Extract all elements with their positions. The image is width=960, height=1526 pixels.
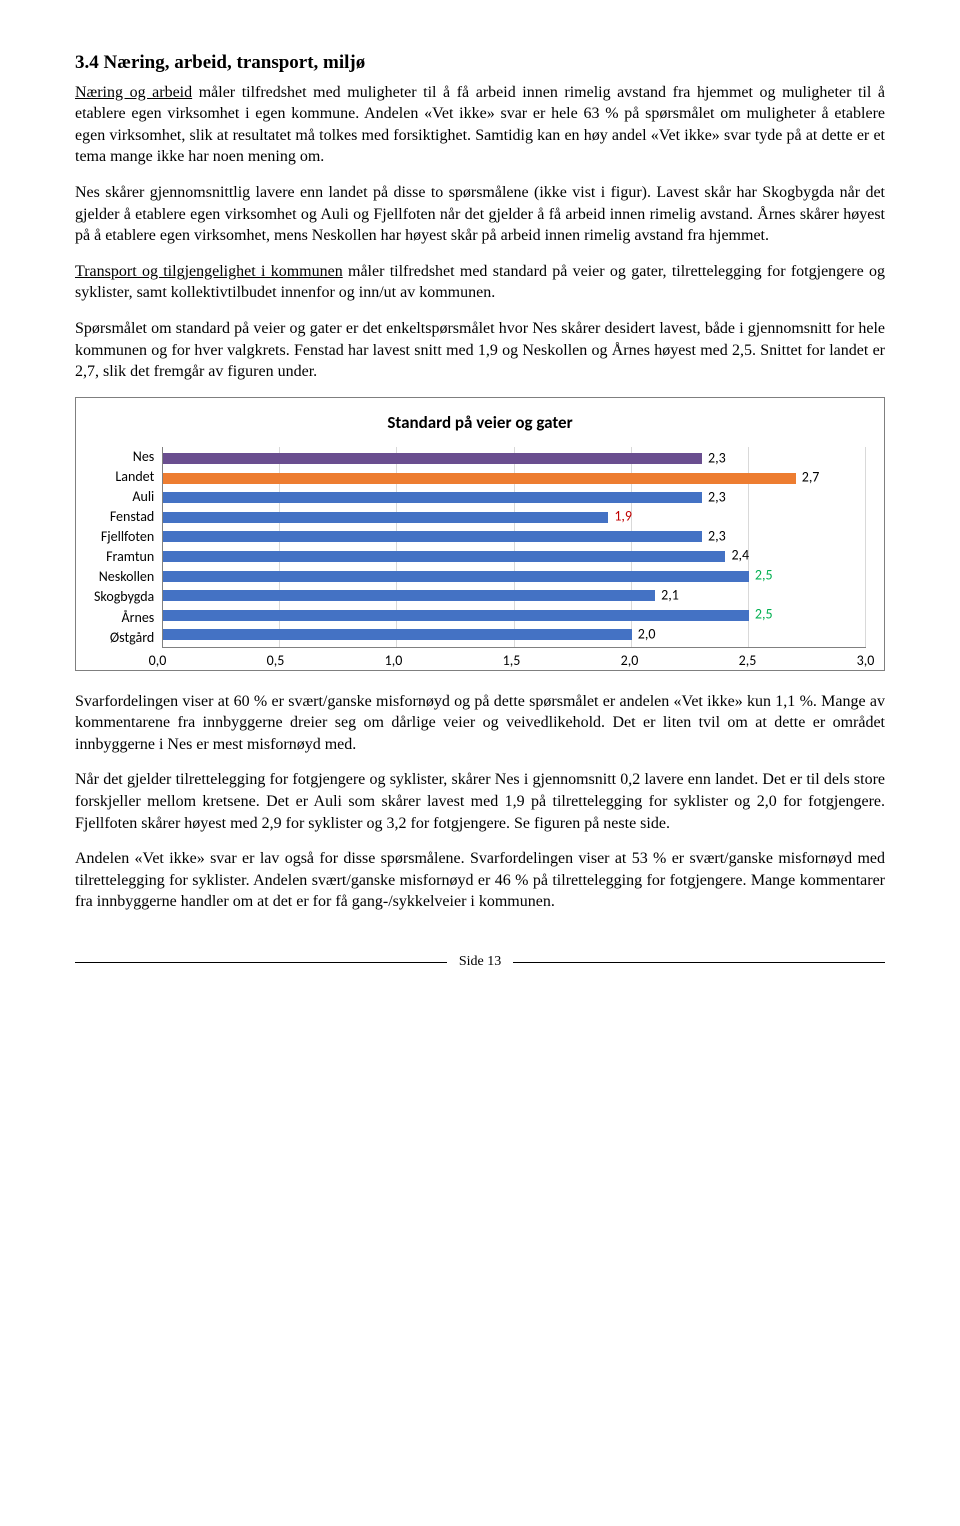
- chart-bar: 2,3: [163, 531, 702, 542]
- paragraph-1: Næring og arbeid måler tilfredshet med m…: [75, 82, 885, 168]
- chart-y-labels: NesLandetAuliFenstadFjellfotenFramtunNes…: [94, 447, 162, 648]
- chart-bar: 2,5: [163, 571, 749, 582]
- chart-bar-value: 2,3: [702, 527, 726, 546]
- chart-y-label: Årnes: [94, 608, 154, 628]
- chart-bar-row: 2,4: [163, 547, 866, 567]
- chart-bar: 2,0: [163, 629, 631, 640]
- chart-bar-row: 2,3: [163, 527, 866, 547]
- chart-plot-area: 2,32,72,31,92,32,42,52,12,52,0: [162, 447, 866, 648]
- chart-bar-value: 1,9: [608, 508, 632, 527]
- paragraph-4: Spørsmålet om standard på veier og gater…: [75, 318, 885, 383]
- chart-bar-row: 2,3: [163, 449, 866, 469]
- paragraph-7: Andelen «Vet ikke» svar er lav også for …: [75, 848, 885, 913]
- chart-y-label: Østgård: [94, 628, 154, 648]
- chart-bar: 2,3: [163, 453, 702, 464]
- chart-bar: 2,7: [163, 473, 795, 484]
- chart-y-label: Nes: [94, 447, 154, 467]
- chart-bar-value: 2,3: [702, 449, 726, 468]
- paragraph-2: Nes skårer gjennomsnittlig lavere enn la…: [75, 182, 885, 247]
- chart-bar-row: 2,5: [163, 566, 866, 586]
- chart-bar-value: 2,5: [749, 606, 773, 625]
- chart-bar-value: 2,7: [796, 469, 820, 488]
- chart-bar-row: 2,5: [163, 605, 866, 625]
- footer-rule-left: [75, 962, 447, 963]
- paragraph-1-lead: Næring og arbeid: [75, 84, 192, 101]
- chart-bar-value: 2,4: [725, 547, 749, 566]
- chart-title: Standard på veier og gater: [94, 412, 866, 435]
- chart-bar-value: 2,5: [749, 567, 773, 586]
- chart-bar: 2,5: [163, 610, 749, 621]
- page-footer: Side 13: [75, 953, 885, 972]
- section-heading: 3.4 Næring, arbeid, transport, miljø: [75, 50, 885, 76]
- chart-body: NesLandetAuliFenstadFjellfotenFramtunNes…: [94, 447, 866, 648]
- paragraph-5: Svarfordelingen viser at 60 % er svært/g…: [75, 691, 885, 756]
- footer-page-number: Side 13: [447, 953, 513, 972]
- chart-bar: 2,1: [163, 590, 655, 601]
- chart-bar-value: 2,3: [702, 488, 726, 507]
- chart-bar: 2,3: [163, 492, 702, 503]
- chart-y-label: Fjellfoten: [94, 527, 154, 547]
- chart-y-label: Fenstad: [94, 507, 154, 527]
- chart-bar: 1,9: [163, 512, 608, 523]
- chart-bars: 2,32,72,31,92,32,42,52,12,52,0: [163, 447, 866, 647]
- chart-bar-value: 2,1: [655, 586, 679, 605]
- chart-bar-row: 2,7: [163, 468, 866, 488]
- paragraph-6: Når det gjelder tilrettelegging for fotg…: [75, 769, 885, 834]
- chart-y-label: Landet: [94, 467, 154, 487]
- chart-bar-row: 2,0: [163, 625, 866, 645]
- chart-bar-row: 2,1: [163, 586, 866, 606]
- chart-y-label: Auli: [94, 487, 154, 507]
- chart-bar: 2,4: [163, 551, 725, 562]
- paragraph-1-body: måler tilfredshet med muligheter til å f…: [75, 84, 885, 166]
- paragraph-3-lead: Transport og tilgjengelighet i kommunen: [75, 263, 343, 280]
- paragraph-3: Transport og tilgjengelighet i kommunen …: [75, 261, 885, 304]
- chart-y-label: Framtun: [94, 547, 154, 567]
- chart-y-label: Skogbygda: [94, 587, 154, 607]
- footer-rule-right: [513, 962, 885, 963]
- chart-bar-row: 1,9: [163, 507, 866, 527]
- chart-bar-row: 2,3: [163, 488, 866, 508]
- chart-y-label: Neskollen: [94, 567, 154, 587]
- chart-bar-value: 2,0: [632, 625, 656, 644]
- chart-container: Standard på veier og gater NesLandetAuli…: [75, 397, 885, 671]
